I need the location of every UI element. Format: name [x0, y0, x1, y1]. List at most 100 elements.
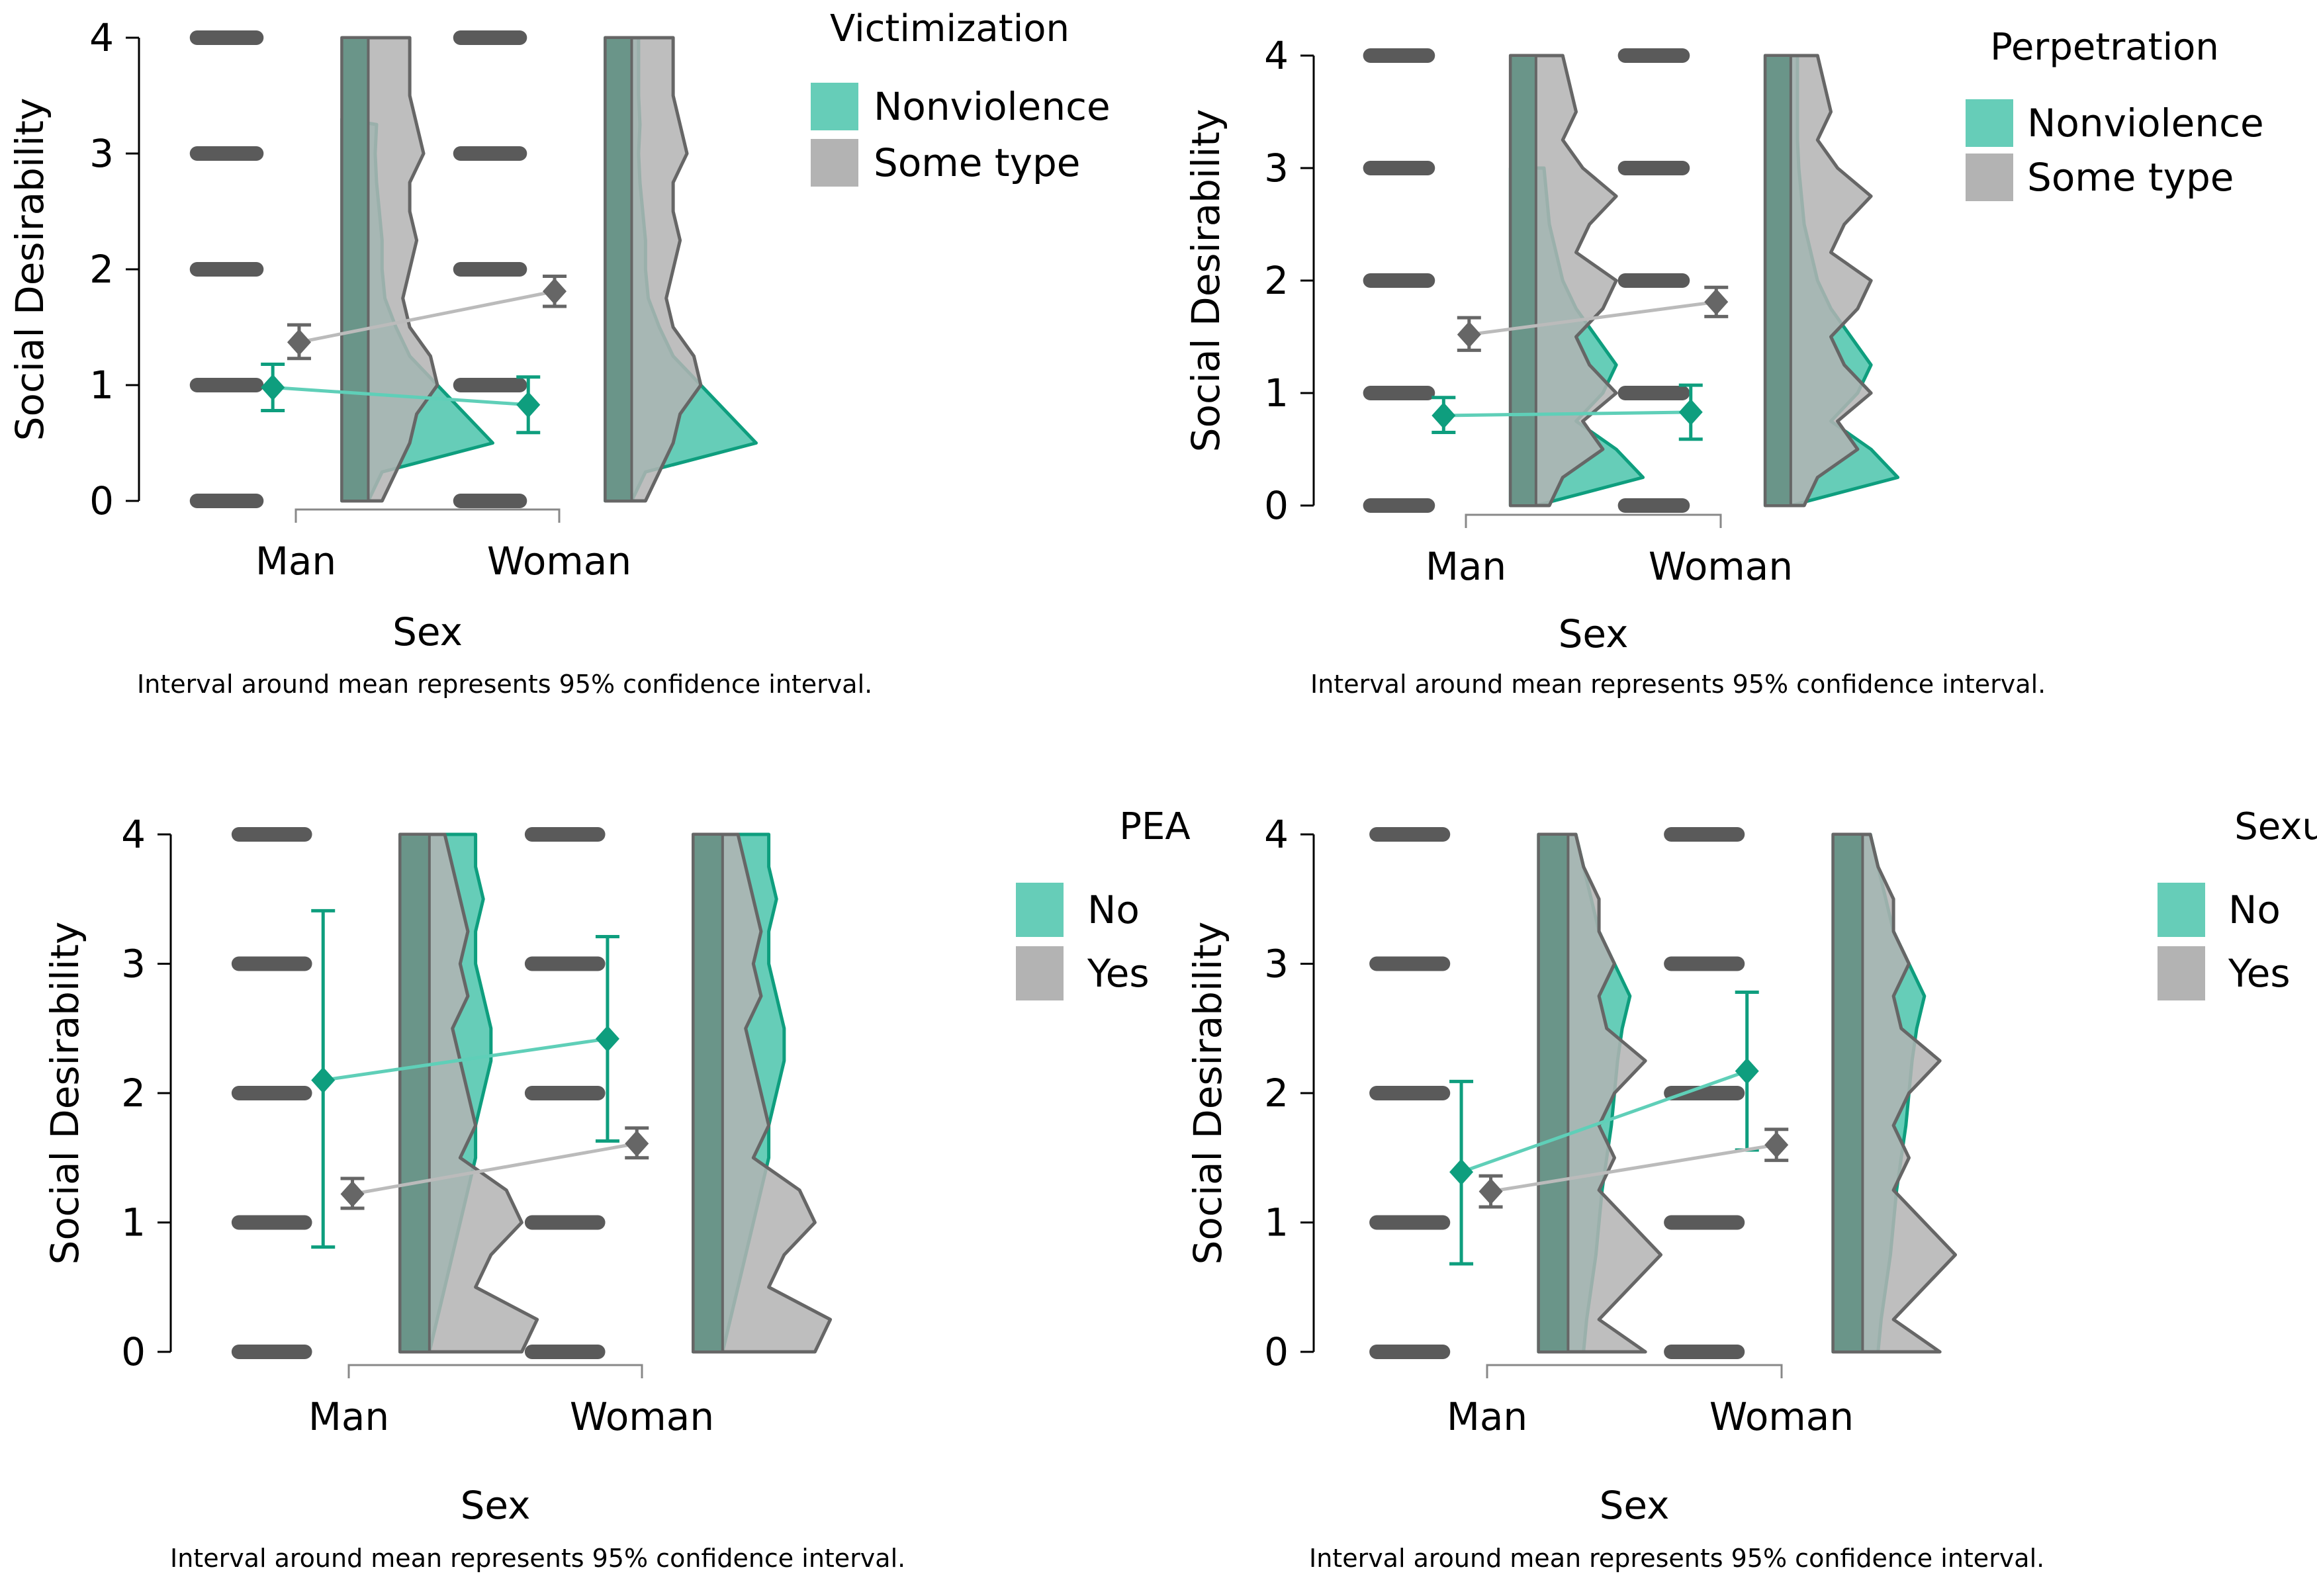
- panel-2: 0 1 2 3 4 Social Desirability Man Woman Sex Inter…: [1183, 26, 2264, 699]
- y-tick-label: 0: [1264, 483, 1289, 528]
- y-tick-label: 3: [1264, 942, 1289, 987]
- y-tick-label: 4: [121, 812, 146, 857]
- legend-title: Perpetration: [1990, 26, 2219, 69]
- legend-swatch: [1016, 883, 1064, 937]
- y-tick-label: 4: [89, 15, 114, 60]
- y-tick-label: 1: [121, 1200, 146, 1245]
- mean-line-gray: [352, 1141, 637, 1196]
- legend-label: Nonviolence: [874, 84, 1111, 129]
- legend-title: Victimization: [830, 7, 1069, 50]
- mean-point: [1678, 398, 1703, 425]
- y-tick-label: 2: [1264, 258, 1289, 303]
- mean-point: [1735, 1057, 1759, 1085]
- mean-line-gray: [1490, 1143, 1777, 1194]
- density-base: [1831, 833, 1864, 1353]
- legend-swatch: [2158, 946, 2205, 1000]
- y-tick-label: 0: [121, 1329, 146, 1374]
- density-base: [1764, 54, 1792, 507]
- mean-point: [516, 391, 541, 418]
- mean-point: [625, 1130, 649, 1157]
- mean-point: [1478, 1178, 1503, 1205]
- mean-point: [1764, 1131, 1789, 1159]
- legend-label: Some type: [2027, 155, 2234, 200]
- panel-1: 0 1 2 3 4 Social Desirability Man Woman Sex Inter…: [7, 7, 1111, 699]
- legend-swatch: [2158, 883, 2205, 937]
- mean-line-gray: [298, 289, 555, 344]
- x-axis-line: [295, 508, 561, 523]
- mean-line-gray: [1469, 300, 1717, 337]
- legend-label: No: [1087, 887, 1140, 932]
- y-tick-label: 1: [1264, 1200, 1289, 1245]
- x-tick-label: Woman: [1649, 544, 1793, 589]
- legend-title: Sexual: [2234, 805, 2317, 848]
- y-tick-label: 2: [1264, 1071, 1289, 1116]
- density-base: [604, 36, 633, 502]
- x-tick-label: Woman: [487, 539, 631, 584]
- y-axis-title: Social Desirability: [7, 98, 52, 441]
- mean-point: [311, 1067, 336, 1094]
- caption: Interval around mean represents 95% conf…: [137, 670, 872, 699]
- density-gray: [692, 832, 833, 1354]
- x-tick-label: Man: [308, 1394, 389, 1439]
- x-tick-label: Man: [1426, 544, 1506, 589]
- y-tick-label: 4: [1264, 812, 1289, 857]
- y-tick-label: 1: [89, 363, 114, 408]
- mean-point: [261, 374, 285, 401]
- legend-swatch: [1966, 154, 2013, 201]
- caption: Interval around mean represents 95% conf…: [170, 1544, 905, 1573]
- y-tick-label: 3: [1264, 146, 1289, 191]
- mean-point: [595, 1025, 619, 1052]
- y-tick-label: 0: [89, 478, 114, 523]
- mean-point: [543, 278, 567, 305]
- x-axis-title: Sex: [1559, 611, 1629, 656]
- y-axis-title: Social Desirability: [1185, 922, 1230, 1265]
- mean-point: [1449, 1159, 1474, 1186]
- x-axis-line: [347, 1364, 643, 1378]
- mean-point: [287, 329, 311, 356]
- mean-line-teal: [273, 386, 529, 407]
- y-tick-label: 2: [121, 1071, 146, 1116]
- legend-label: Yes: [1087, 951, 1150, 996]
- x-axis-title: Sex: [1600, 1483, 1670, 1528]
- y-tick-label: 1: [1264, 371, 1289, 416]
- legend-title: PEA: [1119, 805, 1190, 848]
- legend-label: Nonviolence: [2027, 101, 2264, 146]
- y-axis-title: Social Desirability: [1183, 109, 1228, 453]
- density-base: [340, 36, 370, 502]
- caption: Interval around mean represents 95% conf…: [1310, 670, 2046, 699]
- legend-label: Yes: [2228, 951, 2291, 996]
- mean-line-teal: [322, 1037, 608, 1082]
- x-tick-label: Man: [1447, 1394, 1527, 1439]
- y-tick-label: 4: [1264, 33, 1289, 78]
- y-tick-label: 3: [89, 131, 114, 176]
- mean-line-teal: [1461, 1069, 1748, 1174]
- mean-point: [340, 1180, 365, 1208]
- mean-point: [1457, 321, 1481, 348]
- y-tick-label: 3: [121, 942, 146, 987]
- panel-3: 0 1 2 3 4 Social Desirability Man Woman Sex Inter…: [42, 805, 1191, 1573]
- legend-swatch: [1966, 99, 2013, 147]
- x-axis-line: [1465, 513, 1722, 528]
- mean-line-teal: [1443, 410, 1691, 418]
- legend-label: No: [2228, 887, 2281, 932]
- legend-swatch: [811, 83, 858, 130]
- caption: Interval around mean represents 95% conf…: [1309, 1544, 2044, 1573]
- mean-point: [1704, 288, 1729, 316]
- legend-label: Some type: [874, 140, 1081, 185]
- density-base: [692, 833, 724, 1353]
- y-axis-title: Social Desirability: [42, 922, 87, 1265]
- x-axis-title: Sex: [392, 609, 463, 654]
- x-tick-label: Man: [255, 539, 336, 584]
- y-tick-label: 0: [1264, 1329, 1289, 1374]
- density-gray: [398, 832, 539, 1354]
- x-tick-label: Woman: [570, 1394, 714, 1439]
- density-base: [1509, 54, 1537, 507]
- x-tick-label: Woman: [1709, 1394, 1854, 1439]
- x-axis-title: Sex: [461, 1483, 531, 1528]
- legend-swatch: [1016, 946, 1064, 1000]
- legend-swatch: [811, 139, 858, 187]
- density-base: [1537, 833, 1570, 1353]
- y-tick-label: 2: [89, 247, 114, 292]
- density-base: [398, 833, 431, 1353]
